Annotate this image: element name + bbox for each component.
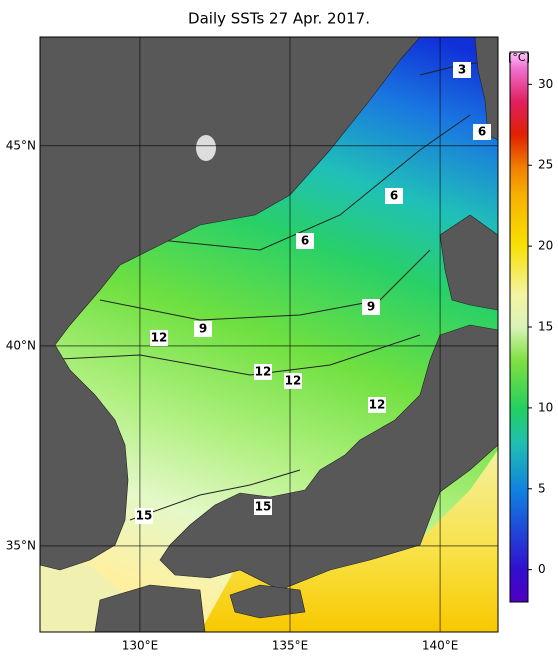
contour-label: 12 — [285, 374, 302, 388]
colorbar-tick-label: 0 — [538, 562, 546, 576]
contour — [159, 114, 471, 251]
contour-label-bg — [453, 62, 471, 78]
lake — [196, 135, 216, 161]
contour-label: 15 — [136, 509, 153, 523]
contour-label: 9 — [367, 300, 375, 314]
contour-label-bg — [254, 364, 272, 380]
contour — [129, 469, 301, 521]
contour-label: 6 — [478, 125, 486, 139]
colorbar — [509, 51, 529, 603]
honshu — [159, 324, 499, 591]
map — [39, 36, 499, 633]
contour-label-bg — [135, 508, 153, 524]
contour-label-bg — [194, 321, 212, 337]
contour-label: 15 — [255, 500, 272, 514]
lon-label: 130°E — [122, 639, 159, 653]
contour-label: 3 — [458, 63, 466, 77]
lon-label: 140°E — [422, 639, 459, 653]
lat-label: 40°N — [6, 338, 36, 352]
lat-label: 45°N — [6, 138, 36, 152]
contour-label: 12 — [151, 331, 168, 345]
contour — [99, 249, 431, 321]
colorbar-unit: [°C] — [508, 51, 530, 64]
title: Daily SSTs 27 Apr. 2017. — [188, 10, 370, 28]
kyushu — [94, 584, 206, 633]
contour-label: 9 — [199, 322, 207, 336]
mainland-asia — [39, 36, 421, 571]
map-frame — [39, 36, 499, 633]
contour-label: 6 — [390, 189, 398, 203]
lat-label: 35°N — [6, 538, 36, 552]
colorbar-tick-label: 25 — [538, 158, 553, 172]
contour-label-bg — [473, 124, 491, 140]
contour-label: 12 — [255, 365, 272, 379]
colorbar-tick-label: 30 — [538, 77, 553, 91]
contour-label-bg — [368, 397, 386, 413]
contour-label-bg — [362, 299, 380, 315]
contour-label-bg — [150, 330, 168, 346]
contour-label-bg — [385, 188, 403, 204]
contour-label-bg — [296, 233, 314, 249]
contour-label: 12 — [369, 398, 386, 412]
colorbar-tick-label: 20 — [538, 239, 553, 253]
lon-label: 135°E — [272, 639, 309, 653]
contour — [39, 334, 421, 376]
hokkaido — [439, 214, 499, 311]
colorbar-tick-label: 5 — [538, 481, 546, 495]
shikoku — [229, 584, 306, 619]
contour-label-bg — [284, 373, 302, 389]
colorbar-tick-label: 15 — [538, 320, 553, 334]
contour-label-bg — [254, 499, 272, 515]
colorbar-tick-label: 10 — [538, 400, 553, 414]
contour-label: 6 — [301, 234, 309, 248]
